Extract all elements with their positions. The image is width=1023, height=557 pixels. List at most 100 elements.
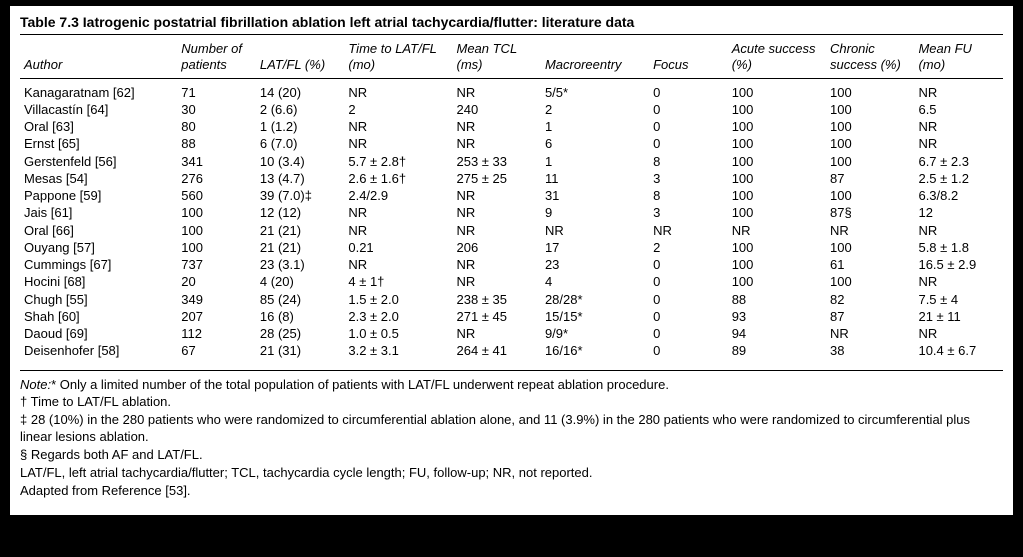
- table-cell: 94: [728, 326, 826, 343]
- table-cell: 85 (24): [256, 291, 344, 308]
- table-cell: 5.7 ± 2.8†: [344, 153, 452, 170]
- table-cell: 3: [649, 205, 728, 222]
- table-row: Shah [60]20716 (8)2.3 ± 2.0271 ± 4515/15…: [20, 308, 1003, 325]
- table-cell: NR: [914, 326, 1003, 343]
- table-cell: 100: [177, 222, 256, 239]
- column-header: Chronic success (%): [826, 35, 914, 78]
- table-cell: 8: [649, 188, 728, 205]
- table-cell: 88: [728, 291, 826, 308]
- table-cell: 0: [649, 308, 728, 325]
- table-cell: NR: [344, 222, 452, 239]
- table-cell: 13 (4.7): [256, 170, 344, 187]
- table-cell: Oral [63]: [20, 119, 177, 136]
- table-cell: 0: [649, 101, 728, 118]
- table-cell: NR: [452, 188, 540, 205]
- table-row: Kanagaratnam [62]7114 (20)NRNR5/5*010010…: [20, 78, 1003, 101]
- table-cell: 4 (20): [256, 274, 344, 291]
- table-cell: 100: [728, 188, 826, 205]
- table-cell: 93: [728, 308, 826, 325]
- table-cell: 3.2 ± 3.1: [344, 343, 452, 366]
- table-cell: NR: [914, 222, 1003, 239]
- table-cell: 2.3 ± 2.0: [344, 308, 452, 325]
- column-header: Author: [20, 35, 177, 78]
- table-cell: 341: [177, 153, 256, 170]
- table-cell: 1: [541, 153, 649, 170]
- table-cell: Pappone [59]: [20, 188, 177, 205]
- table-cell: 9/9*: [541, 326, 649, 343]
- table-cell: Shah [60]: [20, 308, 177, 325]
- table-cell: 100: [826, 239, 914, 256]
- table-cell: 112: [177, 326, 256, 343]
- column-header: Mean TCL (ms): [452, 35, 540, 78]
- footnote-line: † Time to LAT/FL ablation.: [20, 394, 1003, 411]
- table-cell: 100: [826, 101, 914, 118]
- table-cell: 1 (1.2): [256, 119, 344, 136]
- table-cell: 206: [452, 239, 540, 256]
- table-cell: 0: [649, 326, 728, 343]
- table-cell: 100: [728, 119, 826, 136]
- table-cell: 87: [826, 170, 914, 187]
- table-cell: Hocini [68]: [20, 274, 177, 291]
- table-caption: Table 7.3 Iatrogenic postatrial fibrilla…: [20, 14, 1003, 35]
- table-cell: Jais [61]: [20, 205, 177, 222]
- table-cell: 30: [177, 101, 256, 118]
- column-header: LAT/FL (%): [256, 35, 344, 78]
- table-cell: NR: [914, 274, 1003, 291]
- table-cell: 240: [452, 101, 540, 118]
- table-cell: 14 (20): [256, 78, 344, 101]
- table-page: Table 7.3 Iatrogenic postatrial fibrilla…: [10, 6, 1013, 515]
- table-cell: 100: [728, 274, 826, 291]
- table-cell: Daoud [69]: [20, 326, 177, 343]
- table-cell: 276: [177, 170, 256, 187]
- table-cell: 71: [177, 78, 256, 101]
- table-cell: 10 (3.4): [256, 153, 344, 170]
- table-cell: 2.5 ± 1.2: [914, 170, 1003, 187]
- table-cell: 0: [649, 119, 728, 136]
- table-cell: 3: [649, 170, 728, 187]
- table-cell: NR: [452, 274, 540, 291]
- table-row: Chugh [55]34985 (24)1.5 ± 2.0238 ± 3528/…: [20, 291, 1003, 308]
- table-cell: 100: [826, 119, 914, 136]
- table-cell: 10.4 ± 6.7: [914, 343, 1003, 366]
- table-cell: 28/28*: [541, 291, 649, 308]
- table-cell: 2: [344, 101, 452, 118]
- table-cell: 0: [649, 274, 728, 291]
- table-cell: NR: [826, 326, 914, 343]
- table-row: Daoud [69]11228 (25)1.0 ± 0.5NR9/9*094NR…: [20, 326, 1003, 343]
- table-cell: Chugh [55]: [20, 291, 177, 308]
- table-cell: 0: [649, 136, 728, 153]
- table-cell: 82: [826, 291, 914, 308]
- table-cell: 100: [728, 170, 826, 187]
- table-cell: 275 ± 25: [452, 170, 540, 187]
- table-cell: NR: [914, 119, 1003, 136]
- table-row: Gerstenfeld [56]34110 (3.4)5.7 ± 2.8†253…: [20, 153, 1003, 170]
- table-cell: 100: [826, 136, 914, 153]
- table-cell: 80: [177, 119, 256, 136]
- table-cell: 737: [177, 257, 256, 274]
- table-footnotes: Note:* Only a limited number of the tota…: [20, 370, 1003, 500]
- table-cell: NR: [914, 136, 1003, 153]
- table-cell: 21 ± 11: [914, 308, 1003, 325]
- table-cell: 6.3/8.2: [914, 188, 1003, 205]
- table-cell: 253 ± 33: [452, 153, 540, 170]
- table-cell: NR: [344, 119, 452, 136]
- table-row: Mesas [54]27613 (4.7)2.6 ± 1.6†275 ± 251…: [20, 170, 1003, 187]
- table-cell: 11: [541, 170, 649, 187]
- table-cell: 0: [649, 343, 728, 366]
- table-row: Oral [66]10021 (21)NRNRNRNRNRNRNR: [20, 222, 1003, 239]
- table-cell: 9: [541, 205, 649, 222]
- column-header: Focus: [649, 35, 728, 78]
- table-cell: 4 ± 1†: [344, 274, 452, 291]
- table-cell: NR: [452, 136, 540, 153]
- table-row: Villacastín [64]302 (6.6)2240201001006.5: [20, 101, 1003, 118]
- table-cell: 1: [541, 119, 649, 136]
- footnote-line: § Regards both AF and LAT/FL.: [20, 447, 1003, 464]
- table-cell: 16 (8): [256, 308, 344, 325]
- table-cell: NR: [452, 222, 540, 239]
- table-cell: NR: [826, 222, 914, 239]
- table-cell: NR: [728, 222, 826, 239]
- table-cell: NR: [452, 257, 540, 274]
- table-cell: Oral [66]: [20, 222, 177, 239]
- table-header: AuthorNumber of patientsLAT/FL (%)Time t…: [20, 35, 1003, 78]
- table-cell: 89: [728, 343, 826, 366]
